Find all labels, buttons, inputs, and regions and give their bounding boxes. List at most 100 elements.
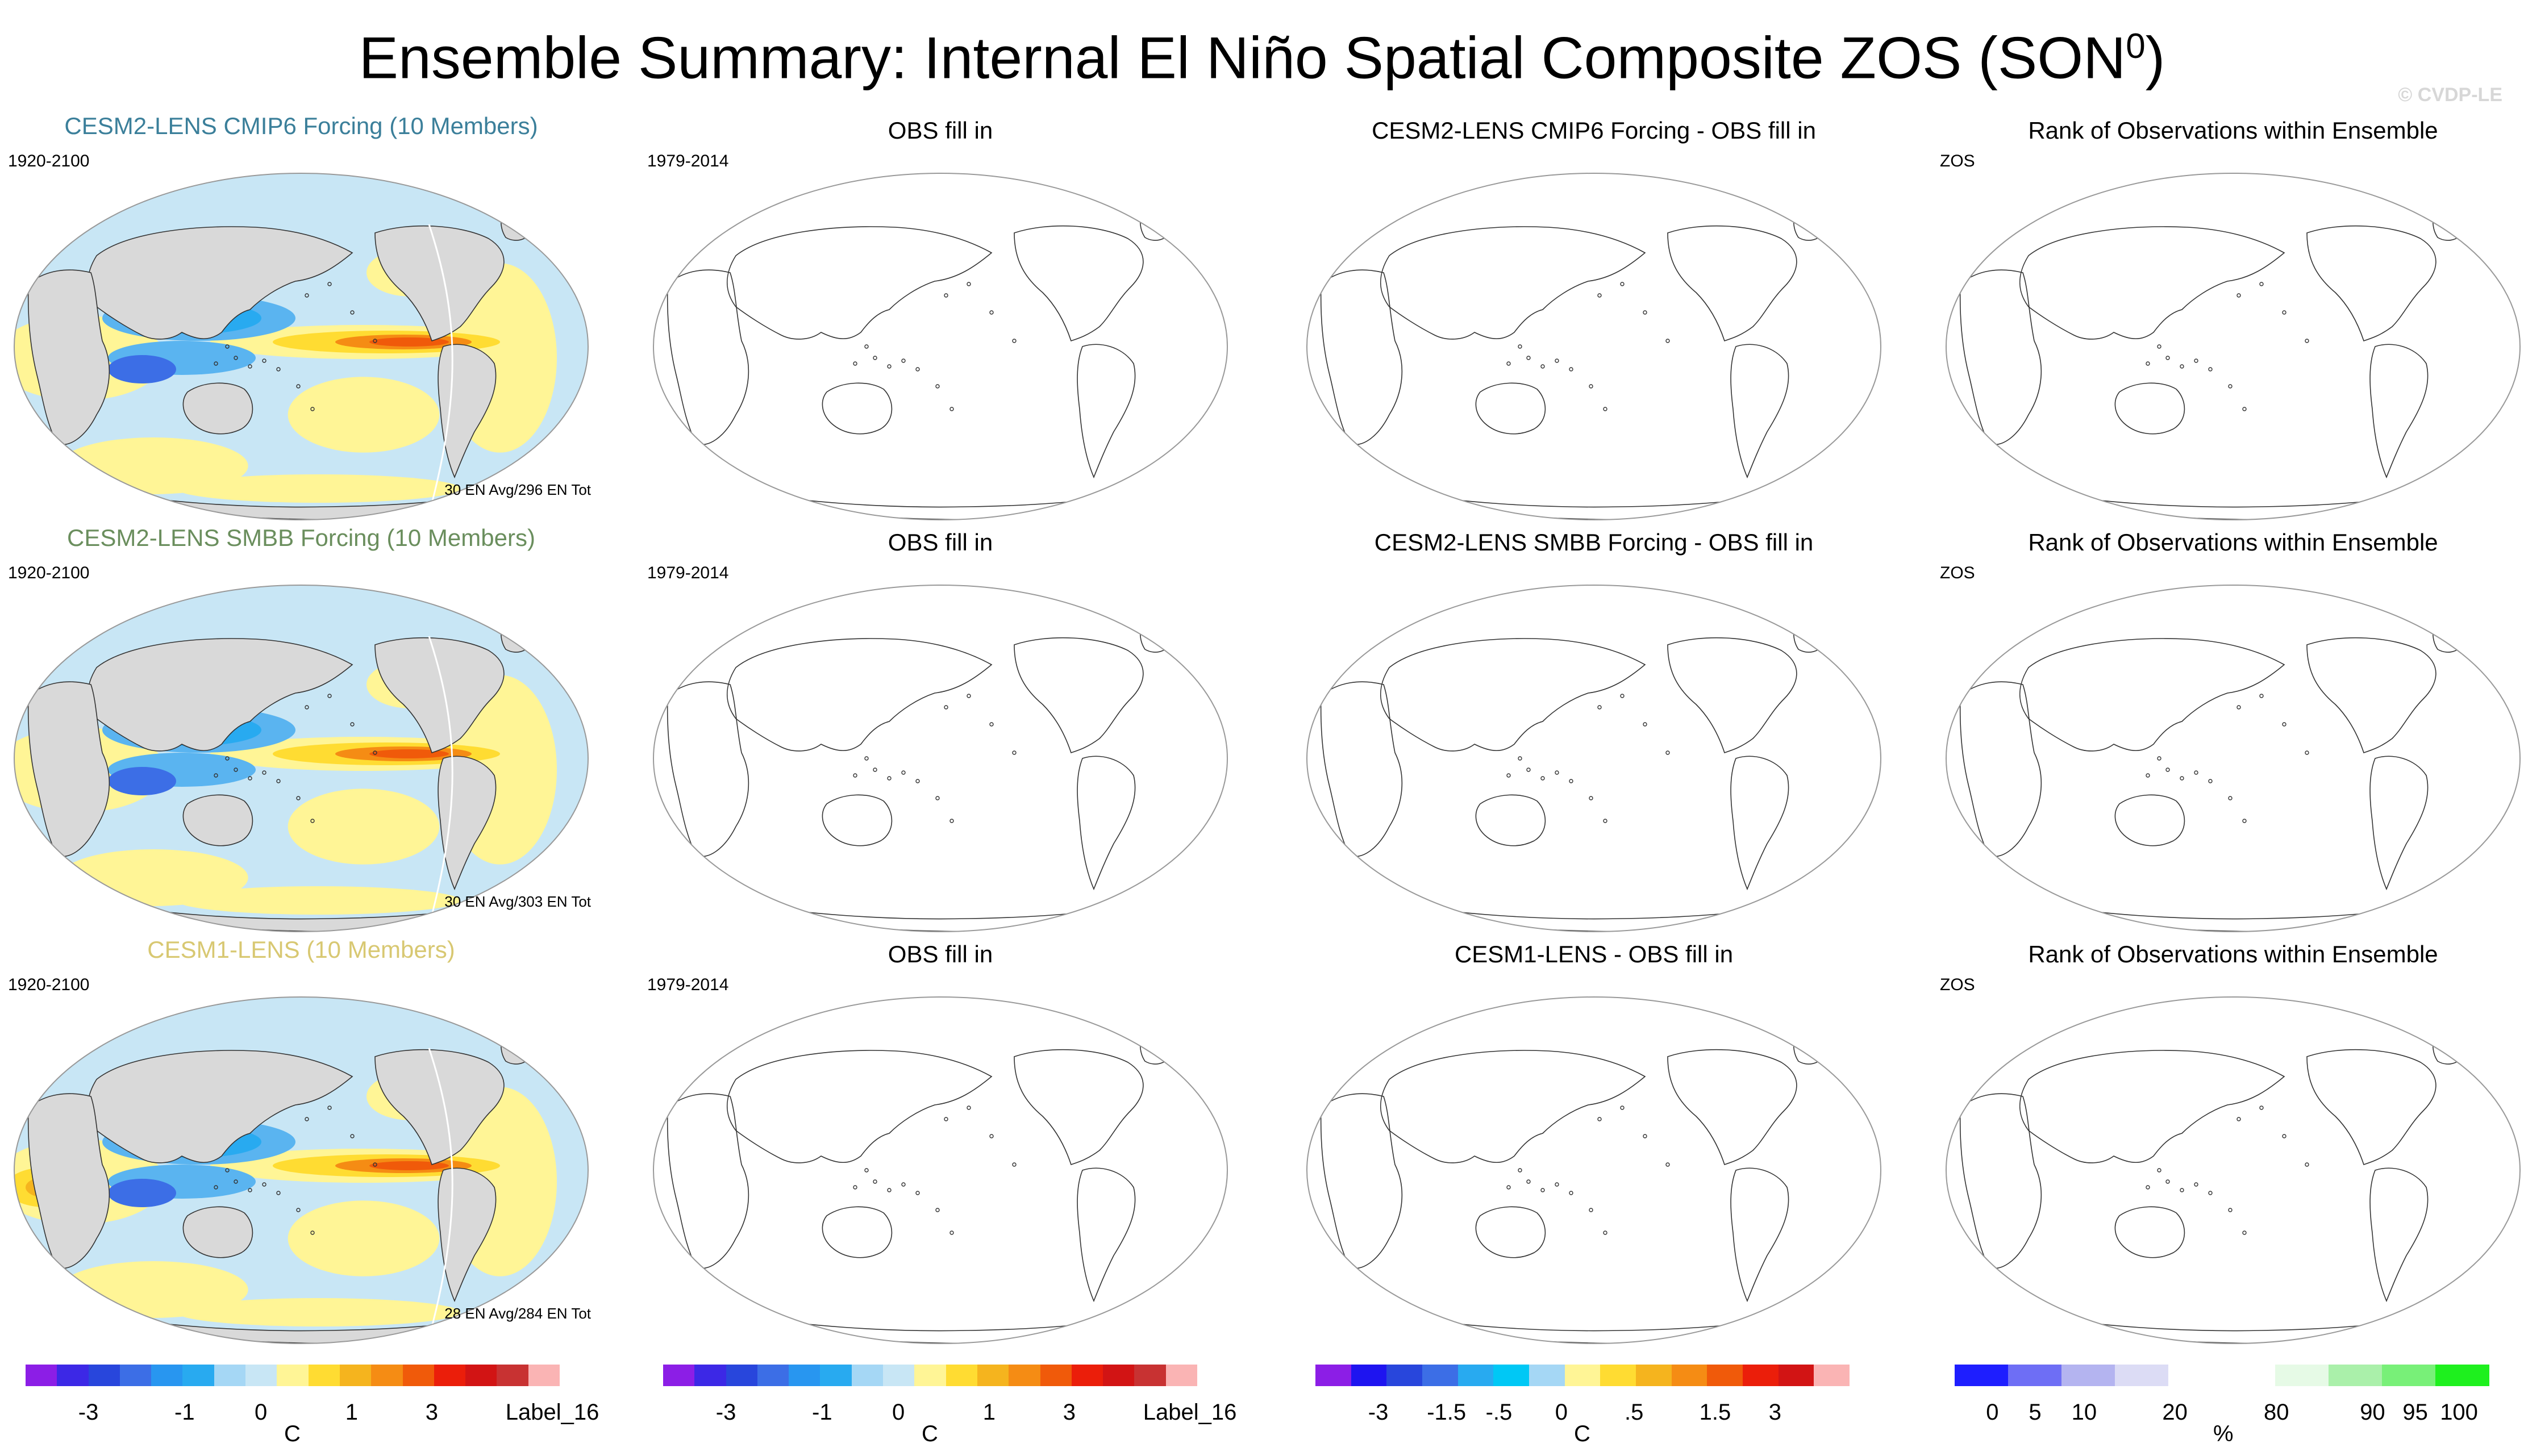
colorbar-swatch: [497, 1365, 529, 1386]
title-close: ): [2145, 25, 2165, 91]
positive-anomaly-patch: [176, 1298, 460, 1326]
negative-anomaly-patch: [108, 767, 176, 795]
colorbar-swatch: [371, 1365, 403, 1386]
colorbar-tick-label: 80: [2264, 1400, 2289, 1425]
island-outline: [949, 819, 954, 823]
island-outline: [373, 750, 377, 755]
island-outline: [2165, 1179, 2170, 1184]
colorbar-swatch: [914, 1365, 947, 1386]
asia-landmass: [726, 1050, 993, 1163]
map-panel: CESM2-LENS CMIP6 Forcing - OBS fill in: [1293, 116, 1895, 520]
island-outline: [248, 364, 252, 369]
australia-landmass: [822, 1206, 893, 1258]
south-america-landmass: [2369, 1167, 2429, 1303]
greenland-landmass: [2432, 615, 2469, 653]
island-outline: [310, 819, 315, 823]
island-outline: [887, 1188, 892, 1192]
island-outline: [2259, 1105, 2264, 1110]
colorbar-tick-label: 5: [2029, 1400, 2042, 1425]
island-outline: [1589, 384, 1593, 389]
antarctica-landmass: [724, 1311, 1163, 1344]
north-america-landmass: [2306, 1049, 2436, 1166]
map-border: [1946, 996, 2521, 1344]
island-outline: [234, 1179, 238, 1184]
panel-period-label: 1920-2100: [8, 975, 90, 994]
europe-africa-landmass: [1320, 1093, 1403, 1269]
island-outline: [2305, 750, 2309, 755]
island-outline: [2259, 282, 2264, 286]
island-outline: [2194, 770, 2198, 775]
colorbar-tick-label: 20: [2162, 1400, 2188, 1425]
europe-africa-landmass: [27, 269, 110, 445]
colorbar-swatch: [946, 1365, 978, 1386]
island-outline: [225, 344, 230, 349]
panel-title: CESM1-LENS (10 Members): [147, 936, 455, 963]
map-panel: CESM2-LENS CMIP6 Forcing (10 Members) 192…: [0, 112, 602, 520]
south-america-landmass: [1077, 756, 1136, 891]
colorbar-tick-label: 0: [1555, 1400, 1568, 1425]
island-outline: [864, 1168, 869, 1173]
greenland-landmass: [1793, 615, 1830, 653]
colorbar-swatch: [88, 1365, 120, 1386]
colorbar-swatch: [1457, 1365, 1494, 1386]
colorbar-swatch: [2275, 1365, 2329, 1386]
island-outline: [2165, 356, 2170, 360]
island-outline: [853, 361, 857, 366]
world-map: [1306, 585, 1881, 932]
island-outline: [949, 1230, 954, 1235]
island-outline: [2146, 1185, 2150, 1190]
colorbar-swatch: [182, 1365, 215, 1386]
australia-landmass: [822, 794, 893, 846]
island-outline: [305, 705, 309, 710]
negative-anomaly-patch: [108, 355, 176, 383]
world-map: [14, 173, 589, 520]
island-outline: [2180, 364, 2184, 369]
island-outline: [1526, 767, 1531, 772]
island-outline: [915, 779, 920, 783]
el-nino-tongue: [369, 1161, 449, 1170]
australia-landmass: [2114, 1206, 2185, 1258]
asia-landmass: [726, 638, 993, 752]
island-outline: [1012, 750, 1017, 755]
colorbar-swatch: [789, 1365, 820, 1386]
greenland-landmass: [500, 203, 538, 241]
north-america-landmass: [1667, 225, 1797, 342]
south-america-landmass: [1730, 756, 1789, 891]
europe-africa-landmass: [1959, 681, 2042, 857]
colorbar-swatch: [1529, 1365, 1565, 1386]
island-outline: [2236, 293, 2241, 298]
island-outline: [1620, 282, 1625, 286]
panel-title: Rank of Observations within Ensemble: [2028, 117, 2438, 144]
panel-period-label: ZOS: [1940, 152, 1975, 170]
colorbar-swatch: [2168, 1365, 2222, 1386]
island-outline: [887, 776, 892, 781]
colorbar-swatch: [1493, 1365, 1530, 1386]
europe-africa-landmass: [667, 681, 749, 857]
colorbar-swatch: [1743, 1365, 1779, 1386]
europe-africa-landmass: [1320, 269, 1403, 445]
island-outline: [935, 796, 940, 800]
island-outline: [901, 358, 906, 363]
world-map: [1306, 996, 1881, 1344]
island-outline: [296, 1208, 301, 1212]
colorbar-swatch: [1600, 1365, 1636, 1386]
colorbar-tick-label: 3: [1768, 1400, 1782, 1425]
island-outline: [967, 1105, 971, 1110]
panel-period-label: 1920-2100: [8, 564, 90, 582]
map-border: [14, 585, 589, 932]
island-outline: [2282, 722, 2286, 727]
asia-landmass: [2019, 1050, 2285, 1163]
island-outline: [2165, 767, 2170, 772]
colorbar-swatch: [151, 1365, 183, 1386]
island-outline: [1603, 407, 1607, 411]
asia-landmass: [726, 226, 993, 340]
asia-landmass: [2019, 638, 2285, 752]
positive-anomaly-patch: [176, 886, 460, 915]
colorbar-swatch: [694, 1365, 727, 1386]
colorbar-swatch: [1103, 1365, 1135, 1386]
panel-title: OBS fill in: [888, 117, 993, 144]
europe-africa-landmass: [1959, 269, 2042, 445]
island-outline: [276, 1191, 281, 1195]
map-panel: OBS fill in 1979-2014: [639, 940, 1242, 1344]
el-nino-tongue: [369, 337, 449, 347]
